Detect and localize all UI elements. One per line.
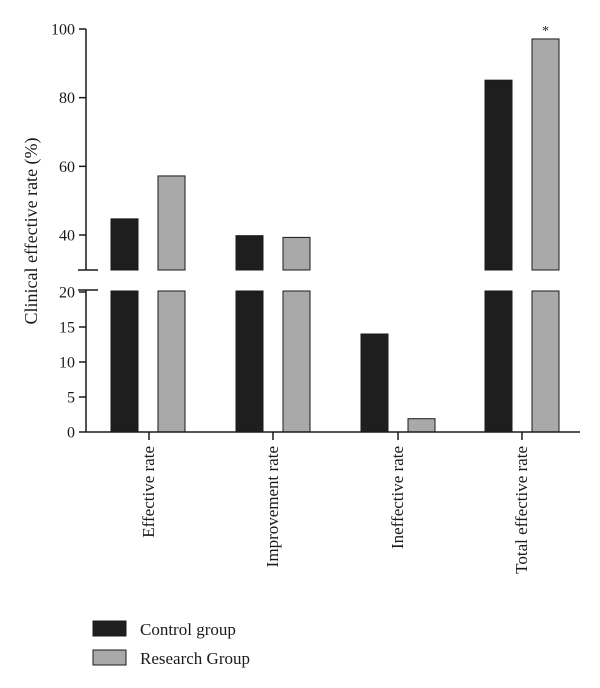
category-label-3: Ineffective rate [388, 446, 407, 549]
y-tick-label-60: 60 [59, 159, 75, 176]
bar-improvement-rate-research-upper [282, 236, 311, 271]
annotations: * [542, 24, 549, 39]
significance-asterisk: * [542, 24, 549, 39]
bars-layer [110, 38, 560, 433]
category-label-1: Effective rate [139, 446, 158, 538]
y-tick-label-15: 15 [59, 320, 75, 337]
y-tick-label-100: 100 [51, 22, 75, 39]
y-axis-title: Clinical effective rate (%) [21, 137, 42, 324]
bar-total-effective-rate-control-lower [484, 290, 513, 433]
x-ticks [148, 432, 523, 440]
y-tick-label-10: 10 [59, 355, 75, 372]
bar-effective-rate-control-upper [110, 218, 139, 271]
bar-total-effective-rate-research-upper [531, 38, 560, 271]
bar-effective-rate-research-lower [157, 290, 186, 433]
legend-label-research: Research Group [140, 649, 250, 668]
legend-swatch-research [92, 649, 127, 666]
y-ticks: 0 5 10 15 20 40 60 80 100 [51, 22, 86, 442]
bar-improvement-rate-control-upper [235, 235, 264, 271]
bar-improvement-rate-control-lower [235, 290, 264, 433]
bar-effective-rate-research-upper [157, 175, 186, 271]
bar-total-effective-rate-control-upper [484, 79, 513, 271]
y-tick-label-20: 20 [59, 285, 75, 302]
bar-ineffective-rate-control [360, 333, 389, 433]
category-label-4: Total effective rate [512, 446, 531, 574]
bar-effective-rate-control-lower [110, 290, 139, 433]
legend: Control group Research Group [92, 620, 250, 668]
bar-ineffective-rate-research [407, 418, 436, 433]
legend-swatch-control [92, 620, 127, 637]
y-tick-label-0: 0 [67, 425, 75, 442]
y-tick-label-80: 80 [59, 90, 75, 107]
bar-improvement-rate-research-lower [282, 290, 311, 433]
y-tick-label-40: 40 [59, 228, 75, 245]
y-axis [78, 29, 580, 433]
category-label-2: Improvement rate [263, 446, 282, 567]
legend-label-control: Control group [140, 620, 236, 639]
category-labels: Effective rate Improvement rate Ineffectiv… [139, 446, 531, 574]
y-tick-label-5: 5 [67, 390, 75, 407]
bar-total-effective-rate-research-lower [531, 290, 560, 433]
